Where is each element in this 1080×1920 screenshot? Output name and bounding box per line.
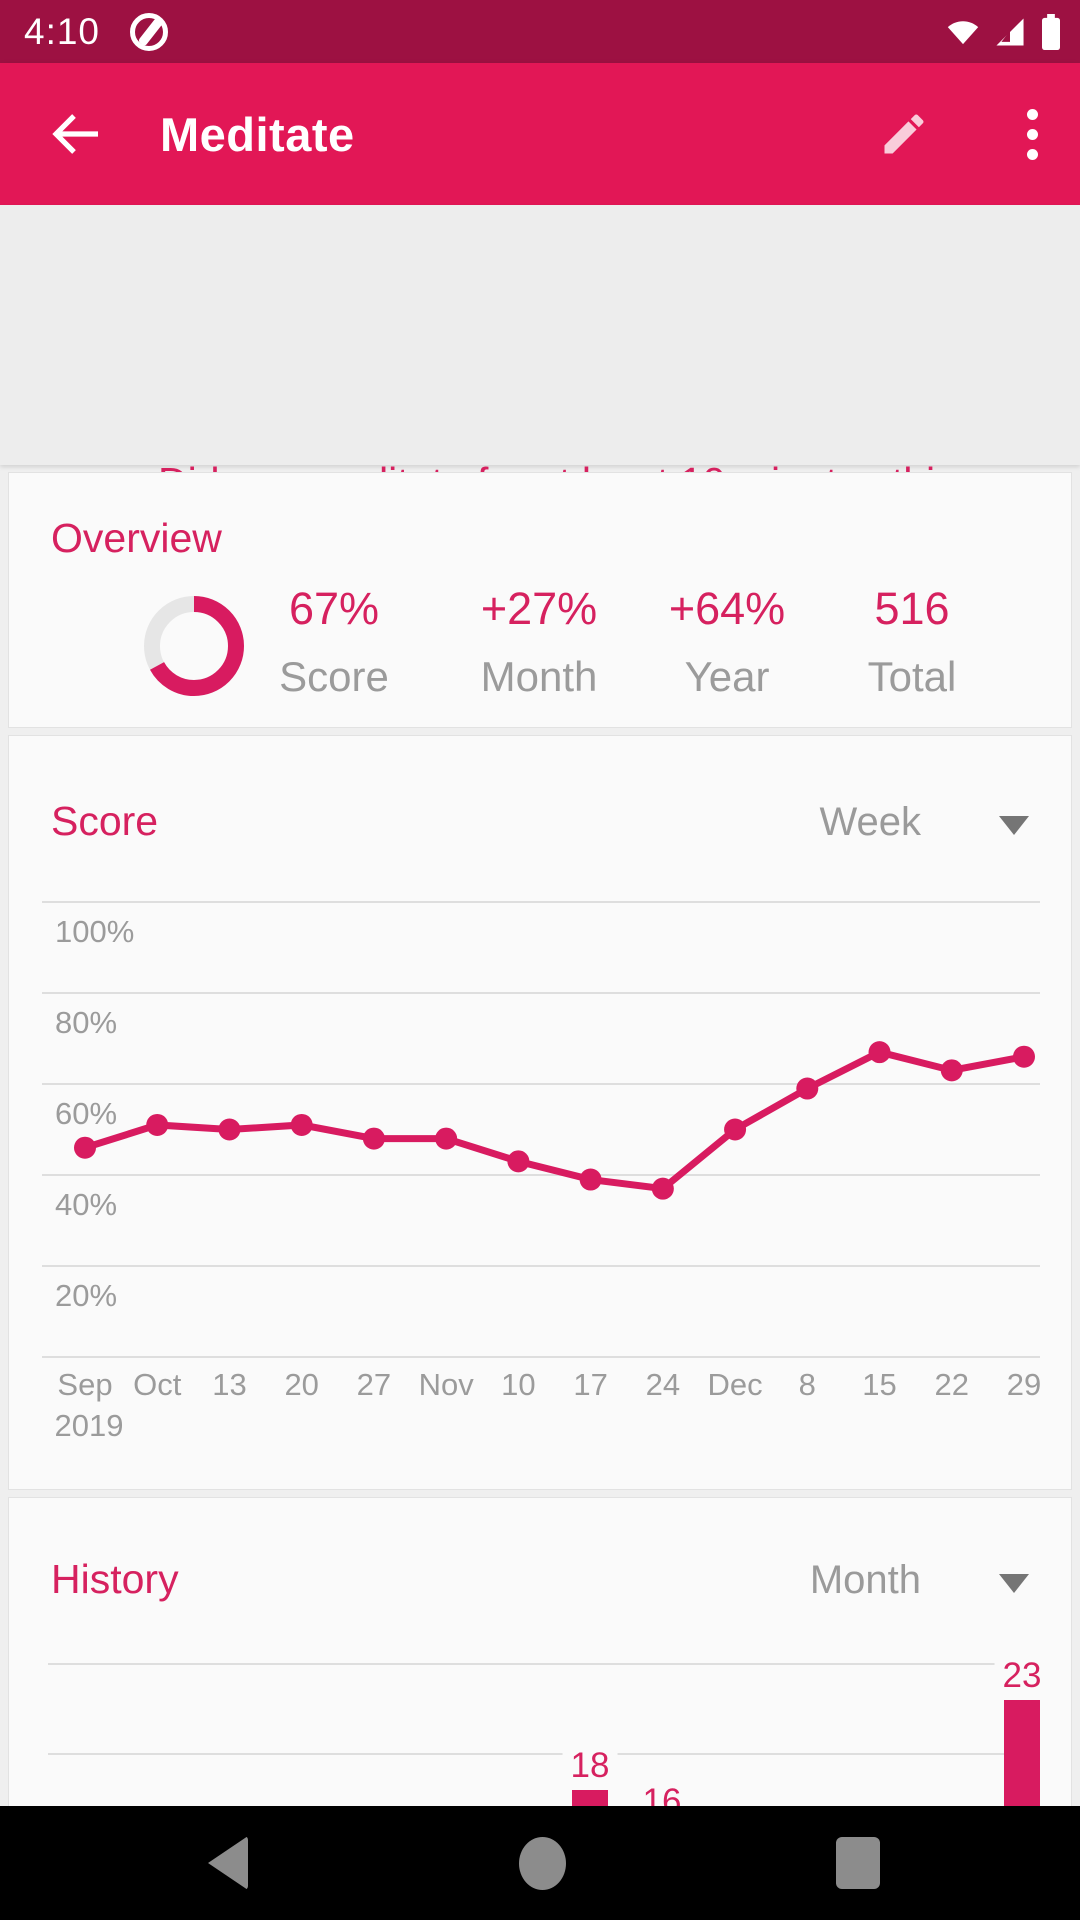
overview-card: Overview 67% Score +27% Month +64% Year …	[8, 472, 1072, 728]
history-bar-value: 23	[994, 1656, 1050, 1696]
svg-text:Sep: Sep	[57, 1367, 112, 1402]
back-arrow-icon[interactable]	[44, 104, 104, 164]
history-gridline	[48, 1753, 1040, 1755]
svg-text:24: 24	[646, 1367, 680, 1402]
svg-text:27: 27	[357, 1367, 391, 1402]
stat-score: 67% Score	[279, 583, 389, 700]
score-card: Score Week	[8, 735, 1072, 1490]
svg-text:100%: 100%	[55, 914, 134, 949]
wifi-icon	[946, 17, 980, 47]
svg-text:8: 8	[799, 1367, 816, 1402]
stat-total: 516 Total	[867, 583, 957, 700]
svg-text:Dec: Dec	[707, 1367, 762, 1402]
svg-text:2019: 2019	[55, 1408, 124, 1443]
svg-text:20: 20	[284, 1367, 318, 1402]
chevron-down-icon	[999, 1574, 1029, 1593]
svg-text:10: 10	[501, 1367, 535, 1402]
nav-back-icon[interactable]	[168, 1806, 288, 1920]
chevron-down-icon	[999, 816, 1029, 835]
nav-home-icon[interactable]	[482, 1806, 602, 1920]
overview-title: Overview	[51, 515, 222, 561]
svg-text:Oct: Oct	[133, 1367, 182, 1402]
score-title: Score	[51, 798, 159, 844]
battery-icon	[1040, 13, 1062, 50]
habit-question-section: Did you meditate for at least 10 minutes…	[0, 205, 1080, 631]
svg-text:17: 17	[573, 1367, 607, 1402]
score-line-chart[interactable]: 100% 80% 60% 40% 20% Sep 2019 Oct 13 20 27 Nov 10 17 2…	[0, 860, 1080, 1485]
history-gridline	[48, 1663, 1040, 1665]
svg-text:13: 13	[212, 1367, 246, 1402]
svg-text:22: 22	[935, 1367, 969, 1402]
nav-recents-icon[interactable]	[798, 1806, 918, 1920]
overflow-menu-icon[interactable]	[1012, 104, 1052, 164]
svg-text:15: 15	[862, 1367, 896, 1402]
score-ring-chart	[139, 591, 249, 701]
page-title: Meditate	[160, 107, 355, 161]
svg-text:29: 29	[1007, 1367, 1041, 1402]
stat-year: +64% Year	[668, 583, 786, 700]
history-range-selector[interactable]: Month	[810, 1558, 1029, 1603]
status-bar: 4:10	[0, 0, 1080, 63]
history-range-value: Month	[809, 1558, 921, 1602]
clock-text: 4:10	[24, 10, 101, 52]
score-range-value: Week	[819, 800, 921, 844]
cell-signal-icon	[994, 16, 1026, 48]
score-range-selector[interactable]: Week	[819, 800, 1029, 845]
history-title: History	[51, 1556, 179, 1602]
app-bar: Meditate	[0, 63, 1080, 205]
system-navigation-bar	[0, 1806, 1080, 1920]
svg-text:20%: 20%	[55, 1278, 117, 1313]
history-bar-value: 18	[562, 1746, 618, 1786]
svg-text:Nov: Nov	[419, 1367, 475, 1402]
stat-month: +27% Month	[480, 583, 598, 700]
edit-pencil-icon[interactable]	[874, 104, 934, 164]
notification-icon	[130, 12, 169, 51]
svg-text:60%: 60%	[55, 1096, 117, 1131]
svg-text:80%: 80%	[55, 1005, 117, 1040]
svg-text:40%: 40%	[55, 1187, 117, 1222]
